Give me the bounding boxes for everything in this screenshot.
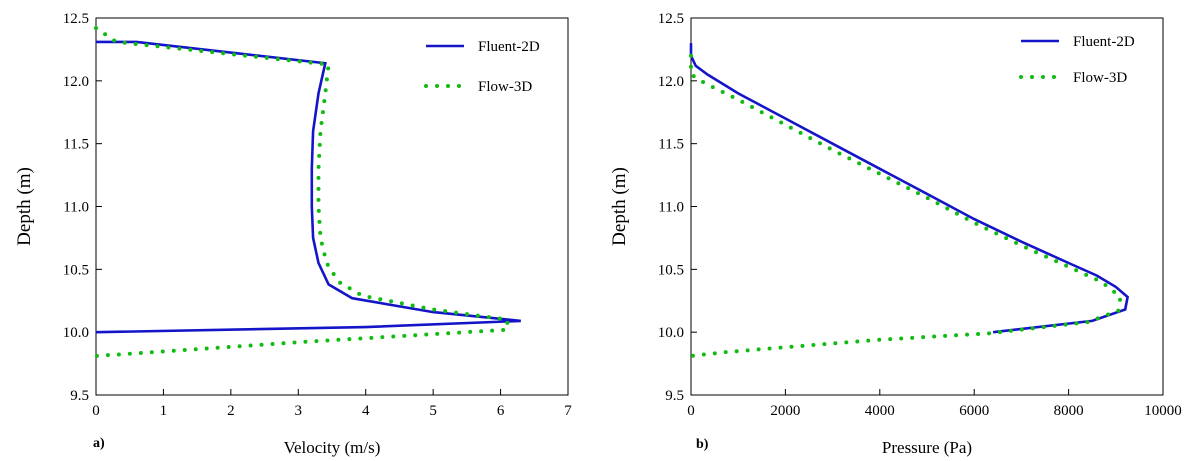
legend-label: Fluent-2D [1073,34,1135,50]
x-tick-label: 6 [497,403,505,419]
x-tick-label: 3 [295,403,303,419]
x-tick-label: 5 [429,403,437,419]
panel-label: b) [696,437,709,452]
y-tick-label: 12.5 [658,11,684,27]
x-axis-label: Pressure (Pa) [882,438,972,457]
y-axis-label: Depth (m) [609,167,630,246]
x-tick-label: 2 [227,403,235,419]
x-tick-label: 7 [564,403,572,419]
y-tick-label: 12.0 [63,74,89,90]
x-tick-label: 4000 [865,403,895,419]
plot-frame [95,17,569,396]
fluent-2d-line [95,40,521,334]
x-axis-label: Velocity (m/s) [284,438,381,457]
y-tick-label: 10.0 [658,325,684,341]
legend-label: Flow-3D [478,79,532,95]
x-tick-label: 6000 [959,403,989,419]
fluent-2d-line [689,43,1130,334]
legend-label: Flow-3D [1073,70,1127,86]
x-tick-label: 1 [160,403,168,419]
x-tick-label: 2000 [770,403,800,419]
y-tick-label: 9.5 [70,388,89,404]
legend-label: Fluent-2D [478,39,540,55]
y-tick-label: 11.0 [658,200,684,216]
y-tick-label: 11.5 [658,137,684,153]
y-tick-label: 12.5 [63,11,89,27]
x-tick-label: 0 [92,403,100,419]
x-tick-label: 4 [362,403,370,419]
y-tick-label: 11.5 [63,137,89,153]
chart-panel-a: 0 1 2 3 4 5 6 7 9.5 10.0 10.5 11.0 11.5 12.0 12.5 Veloc… [14,11,572,457]
flow-3d-line [94,26,510,358]
y-axis-label: Depth (m) [14,167,35,246]
x-tick-label: 8000 [1054,403,1084,419]
y-tick-label: 10.5 [63,262,89,278]
y-tick-label: 12.0 [658,74,684,90]
y-tick-label: 9.5 [665,388,684,404]
flow-3d-line [689,53,1123,358]
chart-panel-b: 0 2000 4000 6000 8000 10000 9.5 10.0 10.5 11.0 11.… [609,11,1182,457]
panel-label: a) [93,436,105,451]
y-tick-label: 10.0 [63,325,89,341]
x-tick-label: 10000 [1144,403,1182,419]
y-tick-label: 10.5 [658,262,684,278]
y-tick-label: 11.0 [63,200,89,216]
x-tick-label: 0 [687,403,695,419]
